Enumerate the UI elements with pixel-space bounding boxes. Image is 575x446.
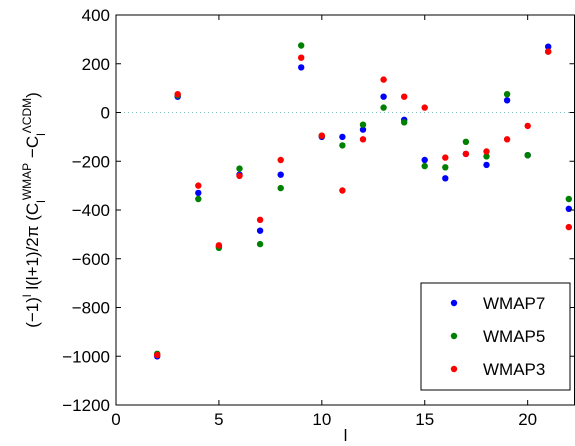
ticks-layer: 0 5 10 15 20 −1200 −1000 −800 −600 −400 −200 0 200 40… xyxy=(62,6,575,429)
data-point-wmap5-l20 xyxy=(524,152,531,159)
data-point-wmap5-l16 xyxy=(442,164,449,171)
data-point-wmap5-l13 xyxy=(380,104,387,111)
data-point-wmap3-l5 xyxy=(215,242,223,249)
data-point-wmap5-l9 xyxy=(298,42,305,49)
y-label-prefix: (−1) xyxy=(23,297,42,328)
data-point-wmap7-l18 xyxy=(483,161,490,169)
y-tick-label: 200 xyxy=(82,55,110,74)
legend-marker-wmap5 xyxy=(450,332,458,340)
data-point-wmap3-l13 xyxy=(380,76,387,83)
data-point-wmap3-l20 xyxy=(524,122,531,130)
data-point-wmap5-l6 xyxy=(236,165,243,172)
y-tick-label: −1200 xyxy=(62,396,110,415)
y-label-minus: −C xyxy=(23,136,42,163)
axis-labels-layer: l (−1)l l(l+1)/2π (ClWMAP −ClΛCDM) xyxy=(20,92,347,445)
y-label-c2-sub: l xyxy=(34,133,48,136)
data-point-wmap3-l19 xyxy=(503,136,511,143)
legend: WMAP7 WMAP5 WMAP3 xyxy=(420,282,571,391)
data-point-wmap3-l8 xyxy=(277,156,284,164)
y-label-c1-sub: l xyxy=(34,200,48,203)
data-point-wmap5-l17 xyxy=(462,138,470,145)
data-point-wmap3-l3 xyxy=(174,91,181,98)
data-point-wmap3-l22 xyxy=(565,223,572,231)
data-point-wmap5-l15 xyxy=(421,162,428,170)
data-point-wmap5-l4 xyxy=(195,195,202,203)
data-point-wmap3-l9 xyxy=(298,54,305,61)
x-tick-label: 15 xyxy=(415,410,434,429)
data-point-wmap3-l4 xyxy=(195,182,202,189)
y-tick-label: −1000 xyxy=(62,347,110,366)
y-tick-label: −800 xyxy=(72,299,110,318)
data-point-wmap5-l19 xyxy=(503,91,511,98)
data-point-wmap5-l22 xyxy=(565,195,572,203)
y-axis-label: (−1)l l(l+1)/2π (ClWMAP −ClΛCDM) xyxy=(20,92,48,328)
y-tick-label: 0 xyxy=(101,104,110,123)
y-label-middle: l(l+1)/2π (C xyxy=(23,203,42,295)
data-point-wmap3-l7 xyxy=(256,216,264,223)
data-point-wmap7-l7 xyxy=(256,227,264,234)
data-point-wmap5-l8 xyxy=(277,184,284,192)
data-point-wmap7-l4 xyxy=(195,189,202,197)
data-point-wmap7-l9 xyxy=(298,64,305,71)
data-point-wmap7-l8 xyxy=(277,171,284,178)
data-point-wmap5-l14 xyxy=(401,119,408,126)
data-point-wmap7-l16 xyxy=(442,175,449,182)
y-tick-label: 400 xyxy=(82,6,110,25)
y-label-prefix-sup: l xyxy=(20,294,34,297)
x-tick-label: 10 xyxy=(312,410,331,429)
x-axis-label: l xyxy=(344,426,348,445)
data-point-wmap7-l19 xyxy=(503,97,511,104)
data-point-wmap7-l15 xyxy=(421,156,428,164)
data-point-wmap3-l14 xyxy=(401,93,408,100)
data-point-wmap5-l7 xyxy=(256,240,264,248)
data-point-wmap3-l16 xyxy=(442,154,449,161)
data-point-wmap5-l12 xyxy=(359,121,367,128)
data-point-wmap5-l18 xyxy=(483,153,490,160)
data-point-wmap3-l21 xyxy=(545,48,552,55)
data-point-wmap7-l21 xyxy=(545,43,552,50)
legend-box xyxy=(420,282,571,391)
y-tick-label: −600 xyxy=(72,250,110,269)
y-tick-label: −200 xyxy=(72,152,110,171)
y-label-close: ) xyxy=(23,92,42,98)
x-tick-label: 0 xyxy=(111,410,120,429)
y-label-c1-sup: WMAP xyxy=(20,163,34,200)
legend-marker-wmap3 xyxy=(450,365,458,373)
data-point-wmap3-l12 xyxy=(359,136,367,143)
data-point-wmap3-l15 xyxy=(421,104,428,111)
x-tick-label: 20 xyxy=(518,410,537,429)
data-point-wmap3-l18 xyxy=(483,148,490,155)
data-point-wmap3-l17 xyxy=(462,150,470,158)
series-wmap3 xyxy=(154,48,572,359)
data-point-wmap7-l11 xyxy=(339,133,346,141)
data-points-layer xyxy=(154,42,572,360)
data-point-wmap3-l6 xyxy=(236,172,243,180)
data-point-wmap3-l11 xyxy=(339,187,346,194)
legend-label-wmap3: WMAP3 xyxy=(483,360,545,379)
data-point-wmap3-l10 xyxy=(318,132,325,139)
data-point-wmap3-l2 xyxy=(154,351,161,359)
data-point-wmap7-l22 xyxy=(565,205,572,212)
y-label-c2-sup: ΛCDM xyxy=(20,98,34,133)
legend-label-wmap7: WMAP7 xyxy=(483,294,545,313)
x-tick-label: 5 xyxy=(214,410,223,429)
legend-marker-wmap7 xyxy=(450,299,458,307)
legend-label-wmap5: WMAP5 xyxy=(483,327,545,346)
data-point-wmap7-l13 xyxy=(380,93,387,100)
data-point-wmap5-l11 xyxy=(339,142,346,149)
data-point-wmap7-l12 xyxy=(359,126,367,133)
y-tick-label: −400 xyxy=(72,201,110,220)
